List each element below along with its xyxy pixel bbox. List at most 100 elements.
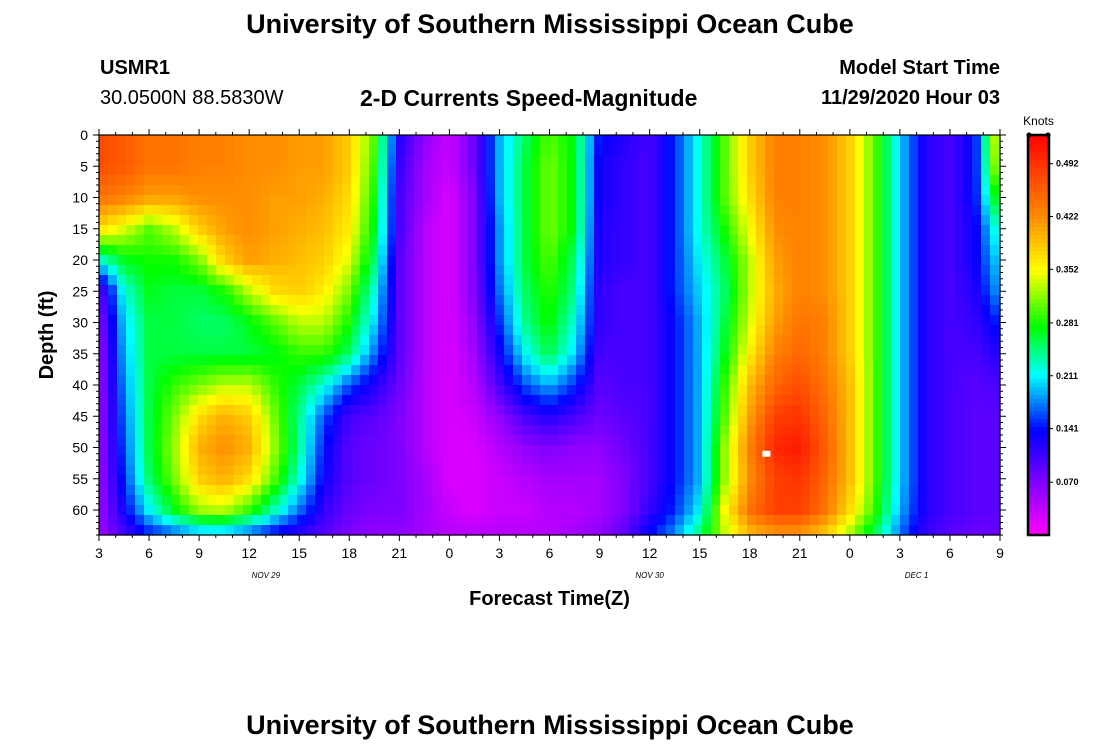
- heat-cell: [657, 135, 667, 146]
- heat-cell: [801, 475, 811, 486]
- heat-cell: [549, 425, 559, 436]
- heat-cell: [729, 425, 739, 436]
- heat-cell: [135, 185, 145, 196]
- heat-cell: [315, 475, 325, 486]
- heat-cell: [135, 385, 145, 396]
- heat-cell: [657, 405, 667, 416]
- heat-cell: [576, 375, 586, 386]
- heat-cell: [603, 175, 613, 186]
- heat-cell: [243, 505, 253, 516]
- heat-cell: [288, 305, 298, 316]
- heat-cell: [954, 225, 964, 236]
- heat-cell: [576, 485, 586, 496]
- heat-cell: [99, 485, 109, 496]
- heat-cell: [693, 435, 703, 446]
- heat-cell: [756, 295, 766, 306]
- colorbar-segment: [1028, 367, 1049, 372]
- heat-cell: [99, 135, 109, 146]
- heat-cell: [234, 355, 244, 366]
- colorbar-segment: [1028, 383, 1049, 388]
- heat-cell: [198, 245, 208, 256]
- heat-cell: [567, 255, 577, 266]
- heat-cell: [558, 335, 568, 346]
- heat-cell: [441, 365, 451, 376]
- heat-cell: [99, 325, 109, 336]
- heat-cell: [612, 465, 622, 476]
- heat-cell: [927, 335, 937, 346]
- heat-cell: [504, 145, 514, 156]
- heat-cell: [882, 255, 892, 266]
- heat-cell: [774, 405, 784, 416]
- heat-cell: [513, 155, 523, 166]
- heat-cell: [459, 455, 469, 466]
- heat-cell: [972, 255, 982, 266]
- heat-cell: [801, 455, 811, 466]
- heat-cell: [558, 355, 568, 366]
- heat-cell: [756, 225, 766, 236]
- heat-cell: [549, 265, 559, 276]
- heat-cell: [279, 345, 289, 356]
- heat-cell: [378, 245, 388, 256]
- heat-cell: [414, 525, 424, 536]
- heat-cell: [810, 265, 820, 276]
- heat-cell: [648, 455, 658, 466]
- heat-cell: [279, 325, 289, 336]
- heat-cell: [513, 205, 523, 216]
- heat-cell: [738, 425, 748, 436]
- heat-cell: [288, 515, 298, 526]
- heat-cell: [189, 435, 199, 446]
- heat-cell: [522, 385, 532, 396]
- heat-cell: [486, 335, 496, 346]
- heat-cell: [702, 505, 712, 516]
- heat-cell: [396, 365, 406, 376]
- heat-cell: [315, 495, 325, 506]
- heat-cell: [288, 525, 298, 536]
- heat-cell: [639, 475, 649, 486]
- heat-cell: [378, 395, 388, 406]
- heat-cell: [414, 505, 424, 516]
- heat-cell: [468, 455, 478, 466]
- heat-cell: [774, 155, 784, 166]
- heat-cell: [657, 225, 667, 236]
- heat-cell: [693, 335, 703, 346]
- heat-cell: [432, 155, 442, 166]
- heat-cell: [738, 405, 748, 416]
- heat-cell: [468, 355, 478, 366]
- heat-cell: [243, 485, 253, 496]
- heat-cell: [954, 195, 964, 206]
- heat-cell: [468, 515, 478, 526]
- heat-cell: [189, 525, 199, 536]
- heat-cell: [918, 325, 928, 336]
- heat-cell: [288, 255, 298, 266]
- colorbar-segment: [1028, 139, 1049, 144]
- heat-cell: [441, 225, 451, 236]
- heat-cell: [846, 395, 856, 406]
- heat-cell: [972, 285, 982, 296]
- heat-cell: [387, 295, 397, 306]
- heat-cell: [873, 335, 883, 346]
- heat-cell: [801, 325, 811, 336]
- heat-cell: [828, 185, 838, 196]
- heat-cell: [963, 455, 973, 466]
- heat-cell: [513, 355, 523, 366]
- heat-cell: [441, 495, 451, 506]
- heat-cell: [504, 465, 514, 476]
- heat-cell: [864, 365, 874, 376]
- heat-cell: [207, 255, 217, 266]
- heat-cell: [972, 355, 982, 366]
- heat-cell: [378, 225, 388, 236]
- heat-cell: [126, 235, 136, 246]
- heat-cell: [783, 255, 793, 266]
- heat-cell: [702, 185, 712, 196]
- heat-cell: [567, 425, 577, 436]
- heat-cell: [567, 245, 577, 256]
- heat-cell: [603, 205, 613, 216]
- heat-cell: [360, 385, 370, 396]
- heat-cell: [126, 445, 136, 456]
- heat-cell: [990, 295, 1000, 306]
- heat-cell: [153, 195, 163, 206]
- heat-cell: [927, 185, 937, 196]
- heat-cell: [261, 295, 271, 306]
- heat-cell: [351, 195, 361, 206]
- heat-cell: [414, 435, 424, 446]
